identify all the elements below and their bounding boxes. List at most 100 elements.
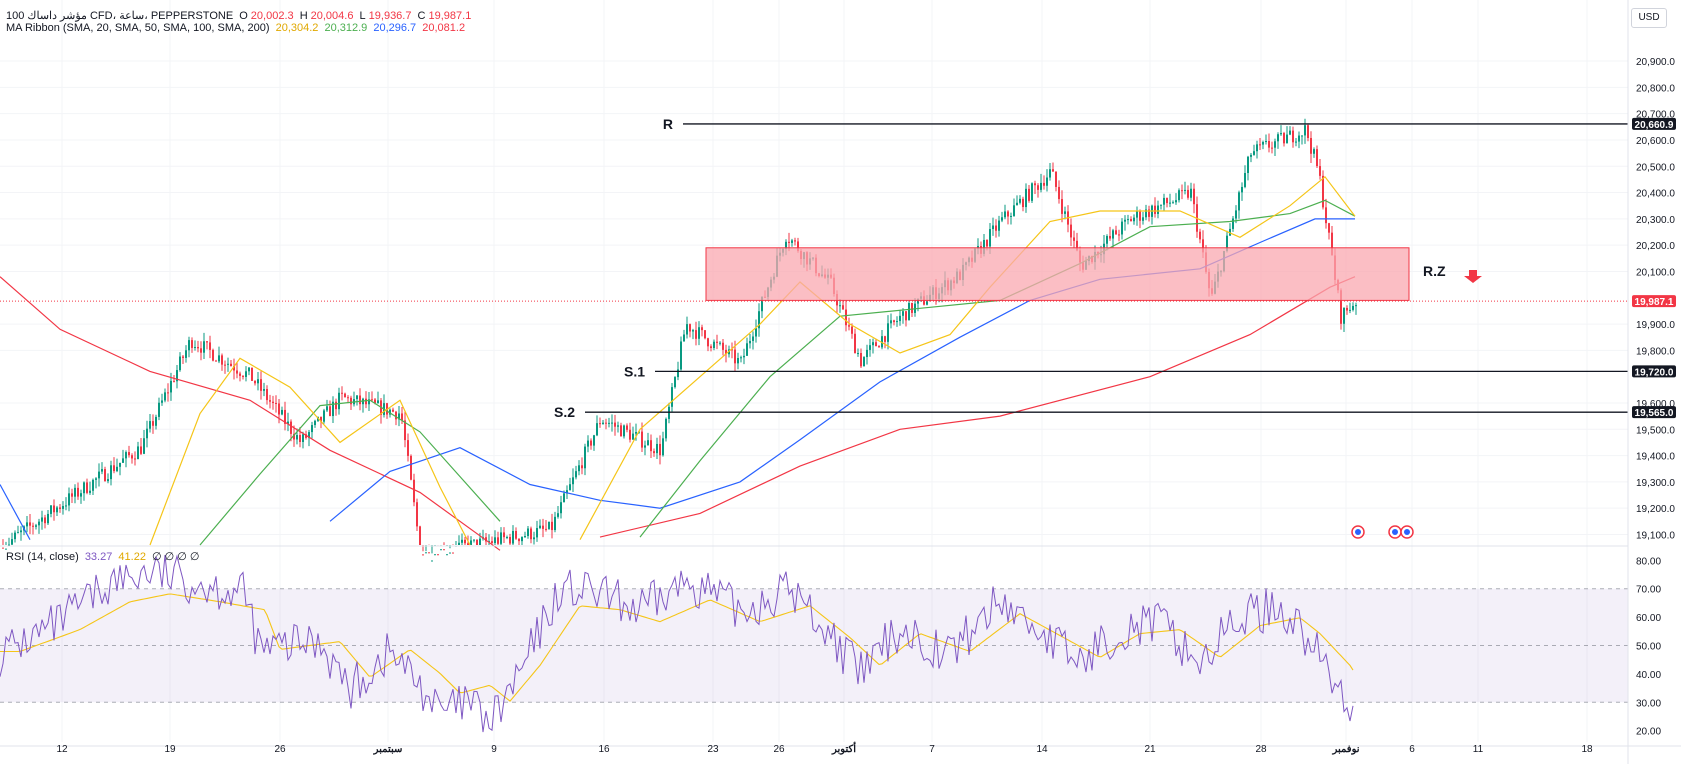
candle-body	[1187, 189, 1189, 198]
candle-body	[224, 364, 226, 366]
candle-body	[896, 321, 898, 323]
candle-body	[86, 482, 88, 493]
candle-body	[860, 353, 862, 367]
candle-body	[242, 375, 244, 377]
candle-body	[743, 355, 745, 358]
candle-body	[80, 493, 82, 497]
candle-body	[398, 413, 400, 420]
candle-body	[689, 324, 691, 332]
candle-body	[395, 411, 397, 420]
candle-body	[1163, 197, 1165, 205]
candle-body	[587, 440, 589, 447]
candle-body	[389, 409, 391, 415]
candle-body	[902, 311, 904, 316]
candle-body	[98, 471, 100, 479]
candle-body	[1310, 137, 1312, 154]
level-name: R	[663, 116, 673, 132]
candle-body	[416, 502, 418, 527]
candle-body	[446, 554, 448, 556]
candle-body	[716, 341, 718, 343]
level-price-tag	[1632, 365, 1676, 378]
candle-body	[848, 325, 850, 327]
candle-body	[755, 328, 757, 337]
candle-body	[566, 490, 568, 494]
candle-body	[143, 438, 145, 454]
candle-body	[365, 398, 367, 405]
candle-body	[554, 516, 556, 531]
candle-body	[1304, 125, 1306, 136]
candle-body	[1181, 190, 1183, 192]
candle-body	[1049, 169, 1051, 178]
candle-body	[56, 507, 58, 513]
candle-body	[617, 425, 619, 427]
ma-ribbon-legend[interactable]: MA Ribbon (SMA, 20, SMA, 50, SMA, 100, S…	[6, 22, 468, 34]
candle-body	[1262, 141, 1264, 145]
candle-body	[146, 428, 148, 439]
rsi-tick-label: 70.00	[1636, 585, 1661, 596]
candle-body	[1028, 188, 1030, 201]
candle-body	[302, 434, 304, 443]
candle-body	[1025, 188, 1027, 208]
candle-body	[71, 493, 73, 497]
rsi-tick-label: 60.00	[1636, 613, 1661, 624]
candle-body	[131, 455, 133, 459]
high-value: 20,004.6	[310, 10, 354, 22]
candle-body	[1037, 185, 1039, 190]
candle-body	[1124, 219, 1126, 222]
candle-body	[29, 522, 31, 526]
candle-body	[998, 220, 1000, 231]
candle-body	[266, 389, 268, 401]
candle-body	[1325, 207, 1327, 224]
x-tick-label: 28	[1255, 744, 1267, 755]
candle-body	[254, 380, 256, 384]
candle-body	[41, 517, 43, 522]
candle-body	[851, 326, 853, 334]
event-flag-dot	[1355, 529, 1361, 535]
candle-body	[1313, 149, 1315, 154]
candle-body	[1064, 211, 1066, 214]
symbol-name[interactable]: مؤشر داساك 100 CFD، ساعة، PEPPERSTONE	[6, 10, 234, 22]
candle-body	[419, 526, 421, 545]
candle-body	[545, 528, 547, 530]
open-value: 20,002.3	[250, 10, 294, 22]
candle-body	[629, 429, 631, 440]
candle-body	[605, 422, 607, 424]
candle-body	[1250, 154, 1252, 157]
candle-body	[401, 413, 403, 421]
candle-body	[761, 296, 763, 312]
candle-body	[1160, 204, 1162, 206]
ma200-line-2	[599, 276, 1356, 538]
candle-body	[230, 363, 232, 367]
candle-body	[191, 340, 193, 348]
candle-body	[308, 432, 310, 438]
candle-body	[1148, 209, 1150, 217]
candle-body	[1007, 211, 1009, 217]
candle-body	[1268, 141, 1270, 148]
candle-body	[392, 409, 394, 412]
candle-body	[443, 549, 445, 551]
candle-body	[740, 357, 742, 359]
currency-button[interactable]: USD	[1631, 8, 1667, 28]
rsi-legend[interactable]: RSI (14, close) 33.27 41.22 ∅ ∅ ∅ ∅	[6, 550, 203, 563]
low-label: L	[359, 10, 366, 22]
candle-body	[536, 528, 538, 538]
candle-body	[1073, 237, 1075, 241]
high-label: H	[299, 10, 308, 22]
x-tick-label: 19	[164, 744, 176, 755]
candle-body	[569, 484, 571, 491]
candle-body	[599, 423, 601, 425]
candle-body	[233, 366, 235, 371]
candle-body	[119, 462, 121, 467]
candle-body	[1001, 217, 1003, 221]
candle-body	[1055, 171, 1057, 187]
candle-body	[89, 490, 91, 493]
candle-body	[431, 560, 433, 562]
candle-body	[1121, 221, 1123, 235]
candle-body	[68, 493, 70, 506]
candle-body	[1154, 205, 1156, 214]
candle-body	[1139, 211, 1141, 221]
candle-body	[173, 380, 175, 382]
candle-body	[227, 363, 229, 365]
candle-body	[500, 532, 502, 544]
